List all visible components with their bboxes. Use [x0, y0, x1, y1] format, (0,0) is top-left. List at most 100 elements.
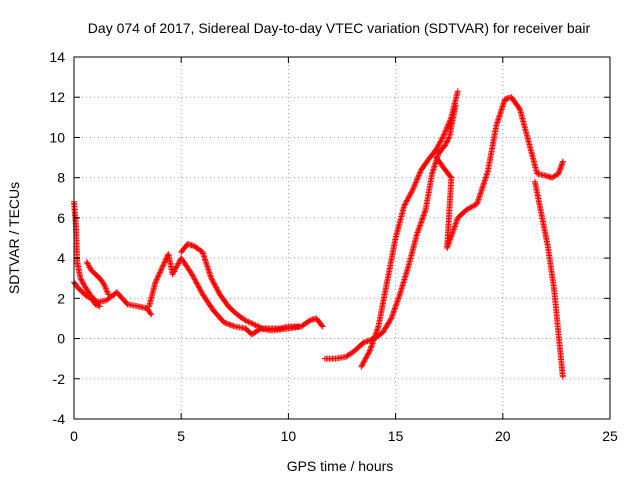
data-point — [153, 276, 160, 283]
data-point — [445, 120, 452, 127]
data-point — [416, 225, 423, 232]
data-point — [389, 311, 396, 318]
data-point — [390, 308, 397, 315]
data-point — [394, 296, 401, 303]
data-point — [390, 309, 397, 316]
x-axis-label: GPS time / hours — [287, 458, 394, 474]
data-point — [445, 240, 452, 247]
data-point — [405, 194, 412, 201]
data-point — [447, 235, 454, 241]
data-point — [215, 288, 222, 295]
data-point — [516, 105, 523, 112]
data-point — [230, 322, 237, 329]
data-point — [444, 245, 451, 252]
data-point — [395, 295, 402, 302]
data-point — [160, 262, 167, 269]
data-point — [92, 301, 99, 308]
data-point — [364, 351, 371, 358]
data-point — [447, 236, 454, 243]
data-point — [411, 182, 418, 189]
data-point — [409, 188, 416, 195]
data-point — [559, 158, 566, 165]
data-point — [85, 261, 92, 268]
data-point — [442, 141, 449, 148]
data-point — [420, 212, 427, 219]
data-point — [401, 201, 408, 208]
y-tick-label: -4 — [53, 411, 66, 427]
y-tick-label: 10 — [49, 129, 65, 145]
data-point — [246, 319, 253, 326]
data-point — [448, 232, 455, 239]
data-point — [359, 362, 366, 369]
data-point — [162, 256, 169, 263]
data-point — [96, 303, 103, 310]
data-point — [393, 299, 400, 306]
data-point — [213, 284, 220, 291]
data-point — [388, 315, 395, 322]
data-point — [253, 322, 260, 329]
data-point — [412, 179, 419, 186]
data-point — [369, 339, 376, 346]
data-point — [123, 300, 130, 307]
data-point — [222, 319, 229, 326]
data-point — [446, 237, 453, 244]
data-point — [433, 146, 440, 153]
data-point — [368, 341, 375, 348]
data-point — [418, 219, 425, 226]
data-point — [245, 318, 252, 325]
data-point — [318, 322, 325, 329]
data-point — [161, 259, 168, 266]
data-point — [101, 282, 108, 289]
data-point — [361, 358, 368, 365]
data-point — [191, 275, 198, 282]
data-point — [86, 263, 93, 270]
data-point — [363, 354, 370, 361]
data-point — [443, 139, 450, 146]
data-point — [188, 271, 195, 278]
data-point — [79, 279, 86, 286]
data-point — [364, 338, 371, 345]
data-point — [369, 340, 376, 347]
data-point — [101, 281, 108, 288]
data-point — [152, 279, 159, 286]
data-point — [209, 277, 216, 284]
data-point — [421, 211, 428, 218]
data-point — [368, 343, 375, 350]
data-point — [387, 316, 394, 323]
data-point — [449, 229, 456, 236]
data-point — [442, 128, 449, 135]
data-point — [445, 135, 452, 142]
data-point — [229, 322, 236, 329]
data-point — [212, 283, 219, 290]
data-point — [406, 193, 413, 200]
data-point — [407, 190, 414, 197]
data-point — [196, 284, 203, 291]
data-point — [77, 275, 84, 282]
data-point — [451, 223, 458, 230]
data-point — [443, 125, 450, 132]
series-arc7 — [358, 88, 461, 370]
data-point — [403, 198, 410, 205]
data-point — [438, 137, 445, 144]
data-point — [155, 272, 162, 279]
data-point — [193, 279, 200, 286]
data-point — [449, 230, 456, 237]
data-point — [388, 314, 395, 321]
data-point — [440, 131, 447, 138]
data-point — [444, 138, 451, 145]
series-arc3 — [83, 259, 112, 298]
data-point — [211, 281, 218, 288]
data-point — [248, 320, 255, 327]
data-point — [452, 222, 459, 229]
data-point — [366, 347, 373, 354]
data-point — [441, 142, 448, 149]
data-point — [412, 180, 419, 187]
data-point — [401, 202, 408, 209]
data-point — [444, 243, 451, 250]
data-point — [414, 176, 421, 183]
data-point — [364, 352, 371, 359]
data-point — [196, 285, 203, 292]
data-point — [410, 185, 417, 192]
data-point — [415, 228, 422, 235]
data-point — [440, 133, 447, 140]
